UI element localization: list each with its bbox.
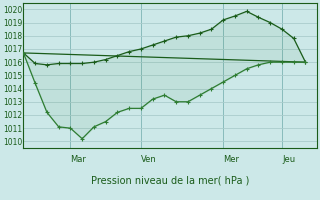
Text: Jeu: Jeu xyxy=(282,155,295,164)
Text: Pression niveau de la mer( hPa ): Pression niveau de la mer( hPa ) xyxy=(91,176,250,186)
Text: Mar: Mar xyxy=(70,155,86,164)
Text: Ven: Ven xyxy=(141,155,157,164)
Text: Mer: Mer xyxy=(223,155,239,164)
